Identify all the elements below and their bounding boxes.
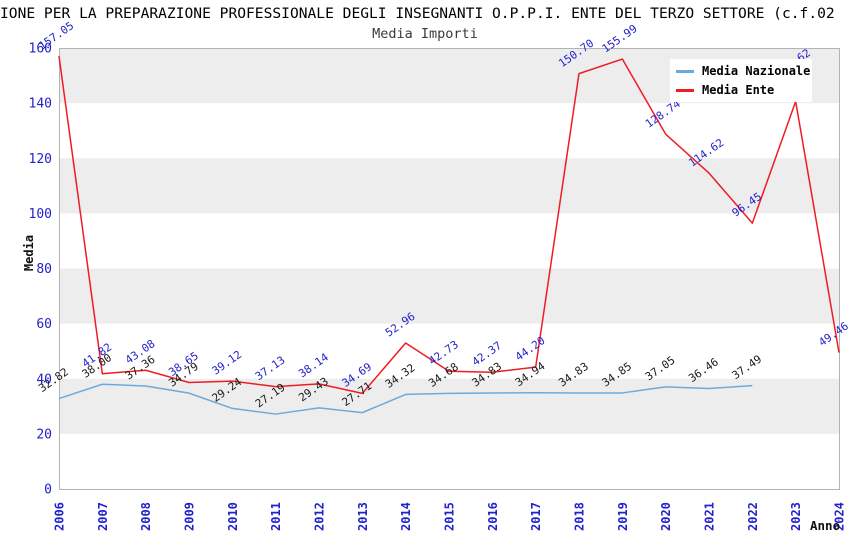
x-axis-tick-label: 2013 <box>356 502 370 531</box>
x-axis-tick-label: 2007 <box>96 502 110 531</box>
x-axis-tick-label: 2014 <box>399 502 413 531</box>
y-axis-tick-label: 0 <box>44 483 52 498</box>
chart-subtitle: Media Importi <box>372 26 478 42</box>
y-axis-tick-label: 140 <box>29 97 52 112</box>
x-axis-tick-label: 2020 <box>659 502 673 531</box>
legend-item-media-nazionale: Media Nazionale <box>676 64 812 78</box>
x-axis-tick-label: 2012 <box>313 502 327 531</box>
data-point-label: 39.12 <box>210 348 245 378</box>
legend-item-media-ente: Media Ente <box>676 83 812 97</box>
y-axis-title: Media <box>22 234 36 272</box>
x-axis-title: Anno <box>810 518 841 533</box>
x-axis-tick-label: 2024 <box>833 502 847 531</box>
data-point-label: 37.13 <box>253 353 288 383</box>
x-axis-tick-label: 2022 <box>746 502 760 531</box>
x-axis-tick-label: 2018 <box>573 502 587 531</box>
data-point-label: 42.73 <box>426 338 461 368</box>
x-axis-tick-label: 2021 <box>703 502 717 531</box>
x-axis-tick-label: 2011 <box>269 502 283 531</box>
y-axis-tick-label: 60 <box>36 317 52 332</box>
y-axis-tick-label: 160 <box>29 42 52 57</box>
y-axis-tick-label: 20 <box>36 427 52 442</box>
x-axis-tick-label: 2019 <box>616 502 630 531</box>
x-axis-tick-label: 2010 <box>226 502 240 531</box>
y-axis-tick-label: 120 <box>29 152 52 167</box>
series-line-media-nazionale <box>58 383 753 415</box>
x-axis-tick-label: 2016 <box>486 502 500 531</box>
y-axis-tick-label: 100 <box>29 207 52 222</box>
y-axis-tick-label: 40 <box>36 372 52 387</box>
legend: Media Nazionale Media Ente <box>670 59 812 102</box>
legend-label: Media Nazionale <box>702 64 811 78</box>
data-point-label: 44.20 <box>513 334 548 364</box>
chart-title: IONE PER LA PREPARAZIONE PROFESSIONALE D… <box>0 5 835 22</box>
data-point-label: 157.05 <box>36 19 76 52</box>
y-axis-tick-label: 80 <box>36 262 52 277</box>
plot-band <box>59 268 839 324</box>
x-axis-tick-label: 2017 <box>529 502 543 531</box>
x-axis-tick-label: 2023 <box>789 502 803 531</box>
data-point-label: 37.49 <box>730 352 765 382</box>
x-axis-tick-label: 2009 <box>183 502 197 531</box>
series-line-media-ente <box>58 56 840 395</box>
x-axis-tick-label: 2015 <box>443 502 457 531</box>
data-point-label: 38.14 <box>296 350 331 380</box>
x-axis-tick-label: 2008 <box>139 502 153 531</box>
ente-line-swatch-icon <box>676 88 694 92</box>
data-point-label: 49.46 <box>816 319 850 349</box>
plot-border <box>59 48 840 490</box>
plot-band <box>59 158 839 214</box>
legend-label: Media Ente <box>702 83 775 97</box>
nazionale-line-swatch-icon <box>676 69 694 73</box>
x-axis-tick-label: 2006 <box>53 502 67 531</box>
